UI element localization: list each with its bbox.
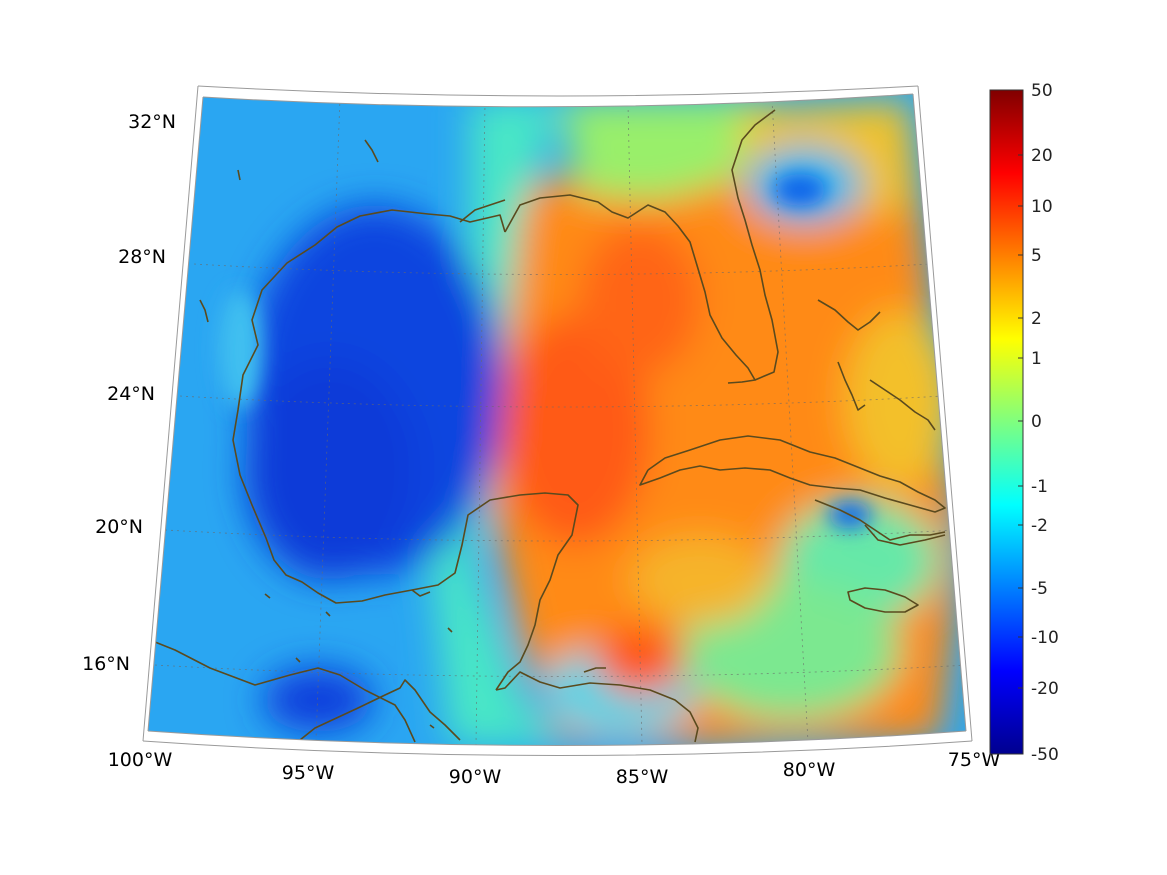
lat-tick-label: 20°N — [95, 516, 143, 538]
coastlines — [149, 109, 946, 743]
colorbar-tick-label: 1 — [1031, 349, 1042, 369]
lon-tick-label: 85°W — [616, 766, 669, 788]
colorbar-tick-label: 5 — [1031, 246, 1042, 266]
colorbar-tick-label: 50 — [1031, 81, 1053, 101]
colorbar-tick-label: -1 — [1031, 477, 1048, 497]
latitude-axis: 32°N 28°N 24°N 20°N 16°N — [82, 111, 176, 675]
lon-tick-label: 95°W — [282, 762, 335, 784]
graticule — [154, 97, 966, 746]
lat-tick-label: 16°N — [82, 653, 130, 675]
colorbar-tick-label: -10 — [1031, 628, 1059, 648]
lon-tick-label: 90°W — [449, 766, 502, 788]
lon-tick-label: 75°W — [948, 749, 1001, 771]
colorbar-gradient — [989, 89, 1024, 755]
colorbar-tick-label: 20 — [1031, 146, 1053, 166]
colorbar-tick-label: -50 — [1031, 745, 1059, 765]
lon-tick-label: 80°W — [783, 759, 836, 781]
colorbar-tick-label: -20 — [1031, 679, 1059, 699]
colorbar-tick-label: 2 — [1031, 309, 1042, 329]
longitude-axis: 100°W 95°W 90°W 85°W 80°W 75°W — [108, 749, 1001, 788]
data-field — [148, 94, 966, 746]
lat-tick-label: 24°N — [107, 383, 155, 405]
map-frame — [142, 85, 973, 756]
colorbar-tick-label: -5 — [1031, 579, 1048, 599]
colorbar-tick-label: 10 — [1031, 197, 1053, 217]
lat-tick-label: 28°N — [118, 246, 166, 268]
colorbar-tick-label: -2 — [1031, 516, 1048, 536]
colorbar-tick-label: 0 — [1031, 412, 1042, 432]
lon-tick-label: 100°W — [108, 749, 173, 771]
lat-tick-label: 32°N — [128, 111, 176, 133]
